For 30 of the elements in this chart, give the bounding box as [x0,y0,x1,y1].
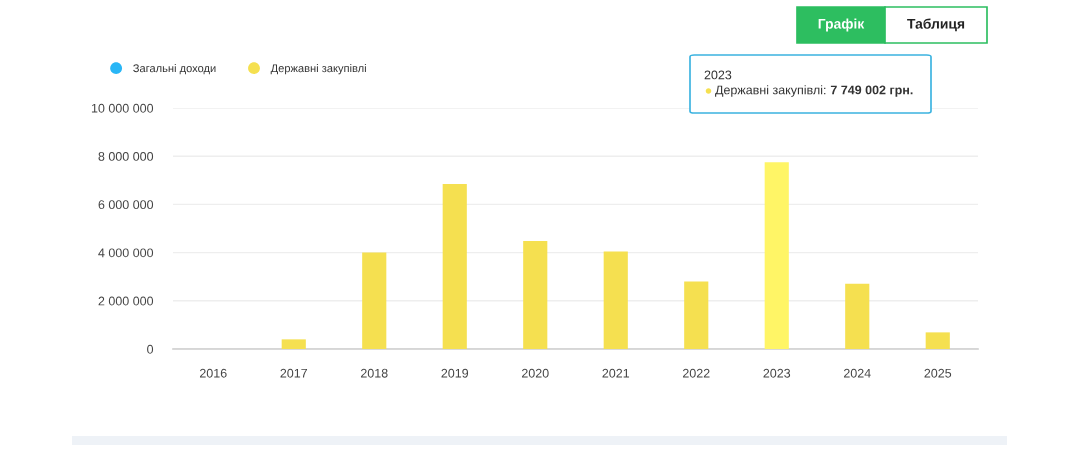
x-tick-label: 2022 [682,368,710,378]
bar [845,283,870,349]
y-tick-label: 4 000 000 [98,248,154,258]
x-tick-label: 2017 [280,368,308,378]
text: Графік [818,18,865,32]
y-tick-label: 10 000 000 [91,103,154,113]
x-tick-label: 2021 [602,368,630,378]
x-tick-label: 2023 [763,368,791,378]
x-tick-label: 2025 [924,368,952,378]
bar [603,251,628,349]
y-tick-label: 0 [147,344,154,354]
bar [442,183,467,349]
x-tick-label: 2024 [843,368,871,378]
legend-label: Державні закупівлі [270,64,366,75]
bar [764,162,789,349]
bar [523,241,548,349]
bar [684,281,709,349]
bar [925,332,950,349]
x-tick-label: 2020 [521,368,549,378]
y-tick-label: 6 000 000 [98,200,154,210]
y-tick-label: 8 000 000 [98,152,154,161]
legend-label: Загальні доходи [133,64,216,75]
bar [281,339,306,349]
bar [362,252,387,349]
x-tick-label: 2018 [360,368,388,378]
x-tick-label: 2019 [441,368,469,378]
x-tick-label: 2016 [199,368,227,378]
text: 2023 Державні закупівлі: 7 749 002 грн. [704,70,913,97]
y-tick-label: 2 000 000 [98,296,154,306]
text: Таблиця [907,18,965,32]
